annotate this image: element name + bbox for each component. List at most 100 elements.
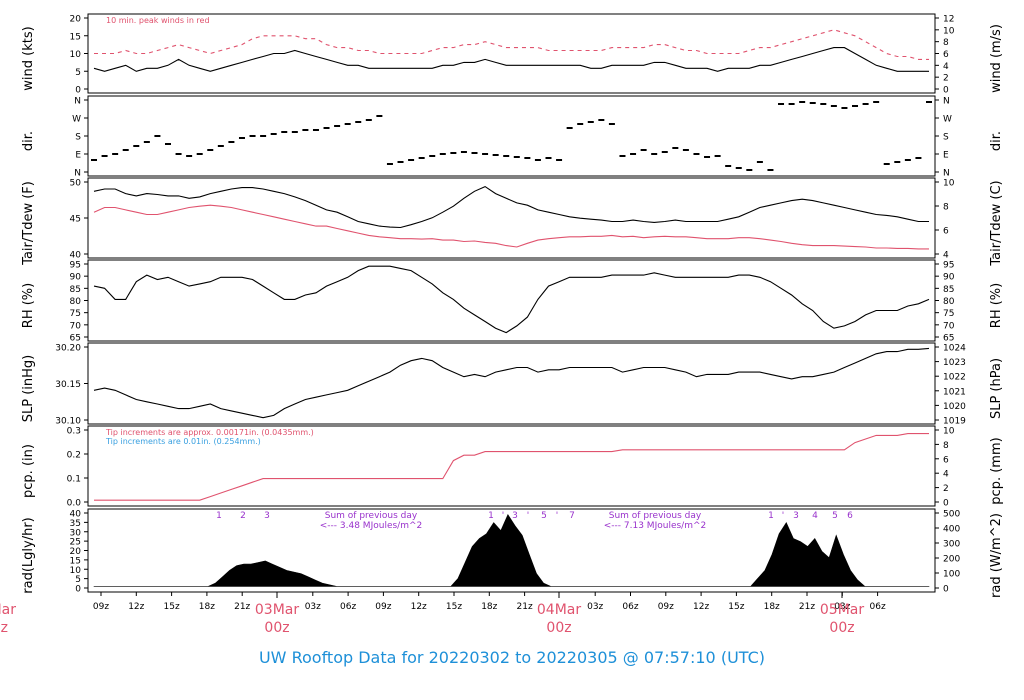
partial-day-label-hour: z xyxy=(1,620,8,636)
left-tick-label-wind: 10 xyxy=(70,50,82,60)
left-tick-label-temp: 50 xyxy=(70,179,82,189)
dir-mark xyxy=(513,156,520,158)
wind-annotation: 10 min. peak winds in red xyxy=(106,16,210,25)
time-tick-label: 12z xyxy=(411,602,427,612)
dir-mark xyxy=(418,157,425,159)
ylabel-right-dir: dir. xyxy=(989,131,1004,151)
day-marker: ' xyxy=(502,511,504,521)
time-tick-label: 15z xyxy=(164,602,180,612)
right-tick-label-wind: 12 xyxy=(943,15,954,25)
right-tick-label-pcp: 4 xyxy=(943,470,949,480)
right-tick-label-rh: 65 xyxy=(943,334,954,344)
series-line-Tair xyxy=(93,185,929,229)
right-tick-label-rad: 100 xyxy=(943,570,960,580)
left-tick-label-rad: 10 xyxy=(70,566,82,576)
series-line-Tdew xyxy=(93,204,929,250)
dir-mark xyxy=(492,154,499,156)
dir-mark xyxy=(778,103,785,105)
partial-day-label-date: Mar xyxy=(0,602,16,618)
dir-mark xyxy=(904,159,911,161)
dir-mark xyxy=(143,141,150,143)
time-tick-label: 21z xyxy=(517,602,533,612)
ylabel-left-pcp: pcp. (in) xyxy=(21,444,36,498)
dir-mark xyxy=(238,137,245,139)
ylabel-left-wind: wind (kts) xyxy=(21,26,36,90)
dir-mark xyxy=(355,121,362,123)
time-tick-label: 06z xyxy=(870,602,886,612)
day-marker: 6 xyxy=(847,511,853,521)
day-marker: 5 xyxy=(832,511,838,521)
left-tick-label-rad: 25 xyxy=(70,538,81,548)
radiation-sum-value: <--- 3.48 MJoules/m^2 xyxy=(320,521,422,531)
day-marker: 1 xyxy=(216,511,222,521)
dir-mark xyxy=(471,152,478,154)
day-marker: ' xyxy=(527,511,529,521)
day-label-hour: 00z xyxy=(264,620,289,636)
dir-mark xyxy=(133,145,140,147)
panel-frame-pcp xyxy=(87,425,936,507)
left-tick-label-rad: 5 xyxy=(75,575,81,585)
right-tick-label-rh: 70 xyxy=(943,321,955,331)
right-tick-label-dir: E xyxy=(943,151,949,161)
ylabel-right-temp: Tair/Tdew (C) xyxy=(989,180,1004,266)
left-tick-label-slp: 30.10 xyxy=(55,417,81,427)
footer-title: UW Rooftop Data for 20220302 to 20220305… xyxy=(258,648,766,667)
right-tick-label-slp: 1024 xyxy=(943,344,966,354)
time-tick-label: 12z xyxy=(128,602,144,612)
panel-frame-slp xyxy=(87,342,936,425)
right-tick-label-rad: 300 xyxy=(943,540,960,550)
radiation-sum-value: <--- 7.13 MJoules/m^2 xyxy=(604,521,706,531)
left-tick-label-dir: N xyxy=(74,97,81,107)
dir-mark xyxy=(799,101,806,103)
left-tick-label-dir: W xyxy=(72,115,81,125)
series-line-sustained xyxy=(93,47,929,72)
dir-mark xyxy=(809,102,816,104)
left-tick-label-dir: S xyxy=(75,133,81,143)
day-marker: 5 xyxy=(541,511,547,521)
time-tick-label: 21z xyxy=(799,602,815,612)
dir-mark xyxy=(830,105,837,107)
day-marker: 3 xyxy=(793,511,799,521)
dir-mark xyxy=(788,103,795,105)
left-tick-label-pcp: 0.3 xyxy=(67,427,81,437)
left-tick-label-rh: 95 xyxy=(70,261,81,271)
right-tick-label-temp: 8 xyxy=(943,203,949,213)
dir-mark xyxy=(672,147,679,149)
dir-mark xyxy=(746,169,753,171)
dir-mark xyxy=(630,153,637,155)
dir-mark xyxy=(365,119,372,121)
time-tick-label: 18z xyxy=(199,602,215,612)
dir-mark xyxy=(281,131,288,133)
time-tick-label: 06z xyxy=(622,602,638,612)
dir-mark xyxy=(112,153,119,155)
dir-mark xyxy=(460,151,467,153)
dir-mark xyxy=(376,115,383,117)
right-tick-label-slp: 1020 xyxy=(943,402,966,412)
dir-mark xyxy=(397,161,404,163)
day-marker: 2 xyxy=(240,511,246,521)
left-tick-label-rh: 90 xyxy=(70,273,82,283)
radiation-area xyxy=(93,513,930,587)
day-marker: 7 xyxy=(569,511,575,521)
right-tick-label-wind: 4 xyxy=(943,62,949,72)
left-tick-label-rh: 80 xyxy=(70,297,82,307)
left-tick-label-pcp: 0.0 xyxy=(67,499,82,509)
dir-mark xyxy=(693,153,700,155)
right-tick-label-rh: 85 xyxy=(943,285,954,295)
dir-mark xyxy=(344,123,351,125)
dir-mark xyxy=(598,119,605,121)
right-tick-label-dir: N xyxy=(943,169,950,179)
right-tick-label-pcp: 10 xyxy=(943,427,955,437)
dir-mark xyxy=(862,103,869,105)
left-tick-label-pcp: 0.1 xyxy=(67,475,81,485)
right-tick-label-wind: 6 xyxy=(943,50,949,60)
dir-mark xyxy=(926,101,932,103)
time-tick-label: 15z xyxy=(446,602,462,612)
left-tick-label-rad: 40 xyxy=(70,510,82,520)
ylabel-right-rad: rad (W/m^2) xyxy=(989,513,1004,598)
dir-mark xyxy=(587,121,594,123)
dir-mark xyxy=(704,156,711,158)
panel-frame-dir xyxy=(87,95,936,177)
time-tick-label: 12z xyxy=(693,602,709,612)
right-tick-label-rh: 95 xyxy=(943,261,954,271)
